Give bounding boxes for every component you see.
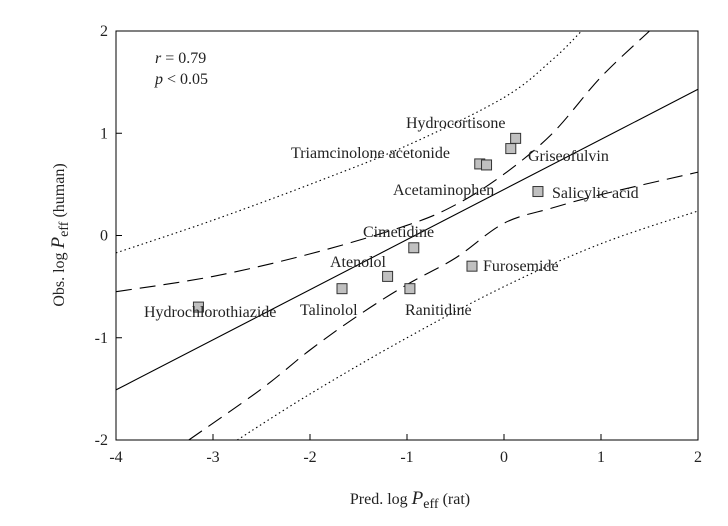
data-point-cimetidine [408,242,420,254]
point-label-furosemide: Furosemide [483,258,559,275]
x-tick-label: -3 [206,449,219,466]
point-label-cimetidine: Cimetidine [363,224,434,241]
prediction-band-upper [115,30,582,254]
point-label-hydrocortisone: Hydrocortisone [406,115,506,132]
y-axis-title: Obs. log Peff (human) [48,163,72,306]
y-tick-label: 0 [100,228,108,245]
x-tick-label: 1 [597,449,605,466]
regression-line [115,88,699,391]
y-tick-label: -2 [95,432,108,449]
y-tick-label: -1 [95,330,108,347]
x-axis-title: Pred. log Peff (rat) [350,488,470,512]
axis-ticks: -4 -3 -2 -1 0 1 2 -2 -1 0 1 2 [95,23,702,466]
point-label-ranitidine: Ranitidine [405,302,472,319]
x-tick-label: 0 [500,449,508,466]
data-point-hydrochlorothiazide [192,301,204,313]
x-tick-label: -4 [109,449,122,466]
point-label-triamcinolone-acetonide: Triamcinolone acetonide [291,145,450,162]
point-labels: Hydrochlorothiazide Talinolol Atenolol Rani… [144,115,639,321]
y-tick-label: 1 [100,125,108,142]
p-value-annotation: p < 0.05 [154,71,208,88]
x-tick-label: -2 [303,449,316,466]
y-tick-label: 2 [100,23,108,40]
band-lines [115,30,699,441]
data-point-ranitidine [404,283,416,295]
data-point-salicylic-acid [532,186,544,198]
point-label-atenolol: Atenolol [330,254,387,271]
data-point-triamcinolone-acetonide [481,159,493,171]
data-point-acetaminophen [505,143,517,155]
x-tick-label: -1 [400,449,413,466]
point-label-hydrochlorothiazide: Hydrochlorothiazide [144,304,276,321]
data-point-atenolol [382,270,394,282]
point-label-griseofulvin: Griseofulvin [528,148,609,165]
data-points [192,132,544,313]
data-point-furosemide [466,260,478,272]
point-label-salicylic-acid: Salicylic acid [552,185,639,202]
point-label-talinolol: Talinolol [300,302,358,319]
point-label-acetaminophen: Acetaminophen [393,182,494,199]
data-point-hydrocortisone [510,132,522,144]
x-tick-label: 2 [694,449,702,466]
regression-line-group [115,88,699,391]
prediction-band-lower [237,210,699,441]
confidence-band-upper [115,30,650,293]
correlation-annotation: r = 0.79 [155,50,206,67]
data-point-talinolol [336,283,348,295]
confidence-band-lower [188,171,699,441]
